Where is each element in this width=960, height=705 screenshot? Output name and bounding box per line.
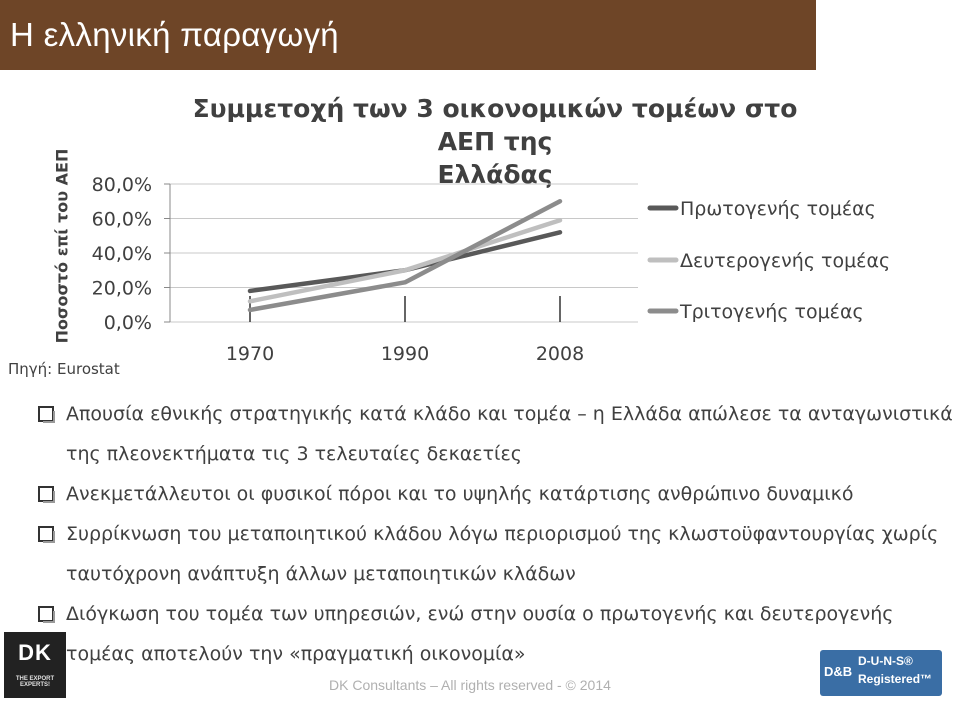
- y-tick-label: 40,0%: [92, 243, 152, 265]
- chart-title-line-1: Συμμετοχή των 3 οικονομικών τομέων στο Α…: [192, 94, 798, 156]
- bullet-text: Συρρίκνωση του μεταποιητικού κλάδου λόγω…: [66, 523, 939, 585]
- y-tick-label: 0,0%: [104, 312, 152, 334]
- series-line-2: [247, 217, 563, 304]
- legend-label: Δευτερογενής τομέας: [680, 250, 890, 272]
- series-line-3: [247, 199, 563, 313]
- slide-title: Η ελληνική παραγωγή: [10, 16, 339, 53]
- bullet-text: Ανεκμετάλλευτοι οι φυσικοί πόροι και το …: [66, 483, 854, 505]
- x-tick-label: 1970: [226, 343, 274, 365]
- bullet-text: Απουσία εθνικής στρατηγικής κατά κλάδο κ…: [66, 403, 953, 465]
- bullet-list: Απουσία εθνικής στρατηγικής κατά κλάδο κ…: [38, 394, 958, 674]
- bullet-item: Απουσία εθνικής στρατηγικής κατά κλάδο κ…: [38, 394, 958, 474]
- checkbox-bullet-icon: [38, 606, 55, 623]
- header-bar: [0, 0, 816, 70]
- x-tick-label: 1990: [381, 343, 429, 365]
- bullet-text: Διόγκωση του τομέα των υπηρεσιών, ενώ στ…: [66, 603, 894, 665]
- y-tick-label: 80,0%: [92, 174, 152, 196]
- bullet-item: Ανεκμετάλλευτοι οι φυσικοί πόροι και το …: [38, 474, 958, 514]
- footer-copyright: DK Consultants – All rights reserved - ©…: [329, 677, 611, 693]
- registered-label: Registered™: [858, 672, 933, 686]
- dk-logo-mark: DK: [18, 640, 52, 665]
- dk-logo: DK THE EXPORT EXPERTS!: [4, 632, 66, 698]
- y-tick-label: 20,0%: [92, 278, 152, 300]
- checkbox-bullet-icon: [38, 486, 55, 503]
- legend-label: Τριτογενής τομέας: [679, 301, 864, 323]
- dnb-duns-logo: D&B D-U-N-S® Registered™: [820, 650, 942, 696]
- bullet-item: Συρρίκνωση του μεταποιητικού κλάδου λόγω…: [38, 514, 958, 594]
- duns-label: D-U-N-S®: [858, 654, 913, 668]
- dnb-brand: D&B: [824, 664, 853, 679]
- legend-label: Πρωτογενής τομέας: [680, 198, 876, 220]
- source-note: Πηγή: Eurostat: [8, 360, 120, 378]
- x-tick-label: 2008: [536, 343, 584, 365]
- dk-logo-tagline: THE EXPORT EXPERTS!: [15, 676, 55, 688]
- checkbox-bullet-icon: [38, 406, 55, 423]
- y-tick-label: 60,0%: [92, 209, 152, 231]
- line-chart: 0,0% 20,0% 40,0% 60,0% 80,0% 1970 1990 2008 Πρωτ…: [92, 174, 890, 365]
- bullet-item: Διόγκωση του τομέα των υπηρεσιών, ενώ στ…: [38, 594, 958, 674]
- checkbox-bullet-icon: [38, 526, 55, 543]
